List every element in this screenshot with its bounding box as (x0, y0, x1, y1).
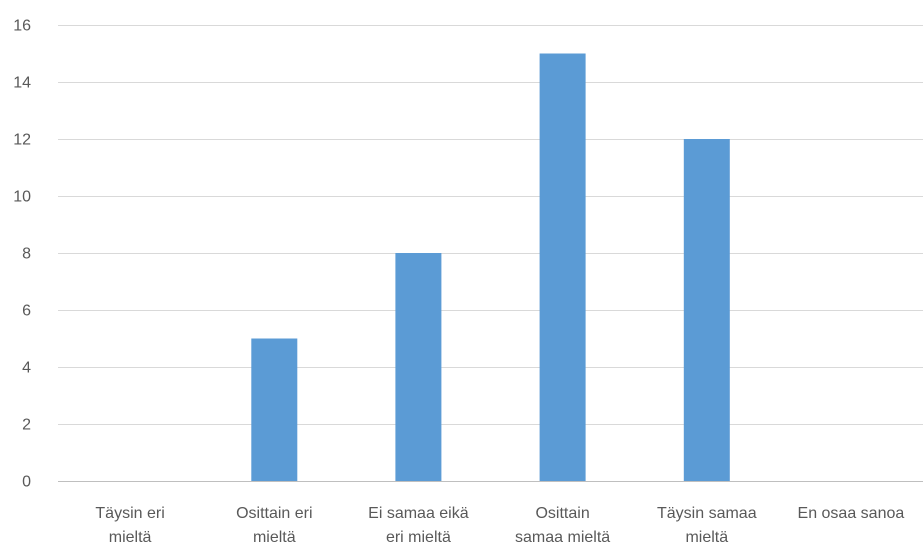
x-category-label-line: En osaa sanoa (798, 505, 905, 522)
x-category-label: Täysin eri mieltä (95, 505, 164, 546)
x-category-label: Osittain eri mieltä (236, 505, 312, 546)
x-category-label: Ei samaa eikä eri mieltä (368, 505, 469, 546)
y-tick-label: 16 (13, 18, 31, 35)
x-category-label: En osaa sanoa (798, 505, 905, 522)
bar (251, 338, 298, 481)
x-category-label-line: Täysin eri (95, 505, 164, 522)
x-category-label-line: mieltä (685, 529, 728, 546)
gridlines (58, 25, 923, 425)
x-category-label-line: Osittain eri (236, 505, 312, 522)
bar (683, 139, 730, 481)
y-tick-label: 0 (22, 474, 31, 491)
x-category-label: Täysin samaa mieltä (657, 505, 757, 546)
x-category-label-line: mieltä (253, 529, 296, 546)
y-tick-label: 12 (13, 132, 31, 149)
y-tick-label: 10 (13, 189, 31, 206)
x-category-label: Osittain samaa mieltä (515, 505, 610, 546)
x-category-label-line: Osittain (535, 505, 589, 522)
x-category-label-line: Ei samaa eikä (368, 505, 469, 522)
y-tick-label: 14 (13, 75, 31, 92)
x-category-label-line: Täysin samaa (657, 505, 757, 522)
y-tick-label: 4 (22, 360, 31, 377)
y-tick-label: 8 (22, 246, 31, 263)
x-category-label-line: eri mieltä (386, 529, 451, 546)
bar (539, 53, 586, 481)
x-axis-category-labels: Täysin eri mieltä Osittain eri mieltä Ei sam… (95, 505, 904, 546)
bars (251, 53, 730, 481)
y-tick-label: 2 (22, 417, 31, 434)
y-tick-label: 6 (22, 303, 31, 320)
y-axis-tick-labels: 0 2 4 6 8 10 12 14 16 (13, 18, 31, 491)
bar (395, 253, 442, 481)
x-category-label-line: mieltä (109, 529, 152, 546)
x-category-label-line: samaa mieltä (515, 529, 610, 546)
